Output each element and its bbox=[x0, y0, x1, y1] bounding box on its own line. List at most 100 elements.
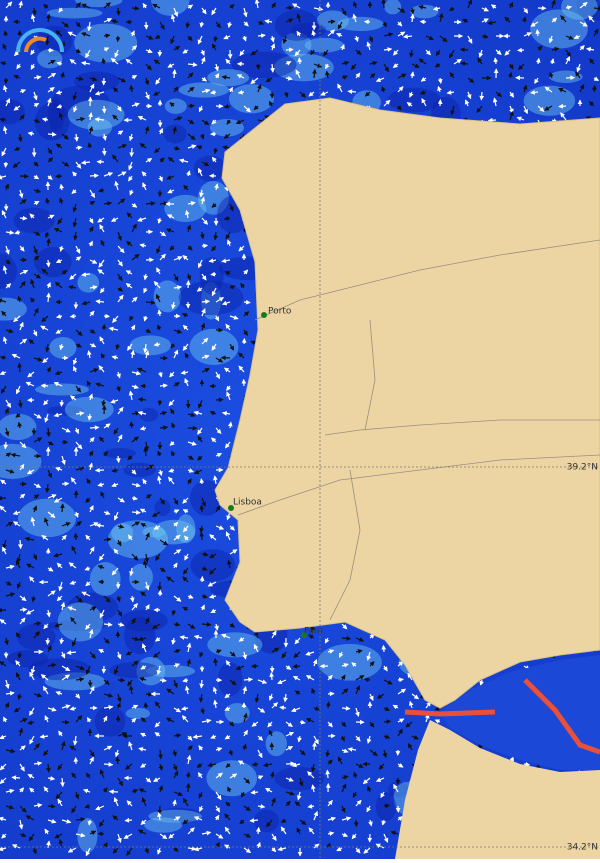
current-arrow bbox=[258, 64, 259, 69]
current-arrow bbox=[76, 147, 82, 148]
current-arrow bbox=[62, 483, 69, 484]
current-patch bbox=[190, 549, 235, 582]
current-patch bbox=[123, 463, 156, 478]
current-arrow bbox=[286, 49, 293, 50]
current-arrow bbox=[398, 679, 403, 680]
current-arrow bbox=[461, 63, 468, 64]
current-arrow bbox=[159, 582, 160, 590]
current-arrow bbox=[20, 609, 27, 610]
current-arrow bbox=[125, 820, 132, 821]
current-patch bbox=[317, 644, 381, 681]
current-patch bbox=[206, 760, 257, 796]
current-patch bbox=[388, 88, 441, 113]
current-patch bbox=[144, 817, 182, 832]
current-arrow bbox=[5, 442, 6, 449]
current-patch bbox=[337, 17, 383, 31]
current-arrow bbox=[188, 773, 189, 778]
current-arrow bbox=[251, 792, 258, 793]
current-patch bbox=[274, 767, 324, 791]
current-patch bbox=[275, 10, 319, 41]
current-patch bbox=[165, 99, 187, 114]
current-arrow bbox=[146, 694, 152, 695]
current-patch bbox=[410, 5, 438, 19]
current-arrow bbox=[160, 385, 167, 386]
current-arrow bbox=[104, 35, 110, 36]
current-patch bbox=[58, 602, 103, 641]
current-arrow bbox=[537, 30, 538, 36]
current-arrow bbox=[327, 770, 328, 778]
current-patch bbox=[18, 499, 76, 538]
current-arrow bbox=[132, 512, 140, 513]
current-patch bbox=[229, 84, 274, 113]
current-patch bbox=[14, 208, 55, 234]
current-patch bbox=[376, 792, 396, 821]
current-arrow bbox=[90, 427, 99, 428]
city-dot bbox=[261, 312, 267, 318]
current-arrow bbox=[71, 316, 76, 317]
current-arrow bbox=[420, 21, 426, 22]
current-arrow bbox=[461, 49, 468, 50]
current-patch bbox=[218, 662, 243, 696]
current-patch bbox=[266, 731, 287, 756]
current-arrow bbox=[215, 232, 216, 240]
current-arrow bbox=[293, 666, 300, 667]
current-patch bbox=[194, 156, 227, 181]
current-arrow bbox=[244, 302, 250, 303]
current-arrow bbox=[201, 532, 202, 540]
current-arrow bbox=[19, 363, 20, 372]
current-patch bbox=[179, 82, 229, 97]
current-arrow bbox=[118, 8, 119, 15]
current-arrow bbox=[299, 58, 300, 64]
current-patch bbox=[549, 71, 583, 83]
current-arrow bbox=[412, 14, 413, 22]
current-arrow bbox=[383, 0, 384, 8]
current-arrow bbox=[495, 58, 496, 64]
land bbox=[215, 98, 600, 708]
current-patch bbox=[47, 8, 103, 19]
current-arrow bbox=[211, 274, 216, 275]
current-arrow bbox=[342, 708, 350, 709]
current-arrow bbox=[20, 134, 21, 141]
current-arrow bbox=[0, 610, 6, 611]
current-arrow bbox=[96, 525, 104, 526]
current-patch bbox=[130, 335, 171, 355]
current-arrow bbox=[20, 400, 21, 407]
current-arrow bbox=[280, 707, 286, 708]
current-arrow bbox=[244, 679, 252, 680]
current-arrow bbox=[481, 92, 482, 100]
current-arrow bbox=[188, 784, 189, 792]
current-arrow bbox=[342, 638, 350, 639]
current-arrow bbox=[62, 722, 69, 723]
current-arrow bbox=[20, 540, 21, 548]
current-arrow bbox=[48, 806, 55, 807]
current-patch bbox=[34, 247, 72, 277]
current-patch bbox=[254, 810, 279, 833]
current-arrow bbox=[90, 175, 98, 176]
current-patch bbox=[68, 100, 125, 130]
current-patch bbox=[8, 650, 49, 667]
current-patch bbox=[305, 38, 344, 53]
current-arrow bbox=[118, 456, 119, 462]
current-arrow bbox=[594, 86, 595, 92]
current-arrow bbox=[110, 791, 118, 792]
current-patch bbox=[90, 562, 121, 596]
current-patch bbox=[142, 527, 165, 538]
current-patch bbox=[129, 564, 153, 591]
current-arrow bbox=[328, 21, 335, 22]
current-arrow bbox=[145, 703, 146, 708]
current-arrow bbox=[20, 218, 27, 219]
current-arrow bbox=[89, 414, 90, 420]
current-arrow bbox=[117, 757, 118, 764]
current-patch bbox=[37, 49, 62, 68]
current-patch bbox=[77, 273, 99, 293]
current-arrow bbox=[314, 743, 315, 750]
current-arrow bbox=[89, 820, 90, 825]
current-arrow bbox=[187, 22, 188, 28]
current-patch bbox=[126, 708, 150, 719]
current-arrow bbox=[0, 119, 6, 120]
current-patch bbox=[225, 703, 250, 723]
current-arrow bbox=[328, 702, 329, 708]
current-arrow bbox=[48, 260, 49, 267]
current-patch bbox=[95, 706, 126, 737]
current-arrow bbox=[348, 91, 356, 92]
